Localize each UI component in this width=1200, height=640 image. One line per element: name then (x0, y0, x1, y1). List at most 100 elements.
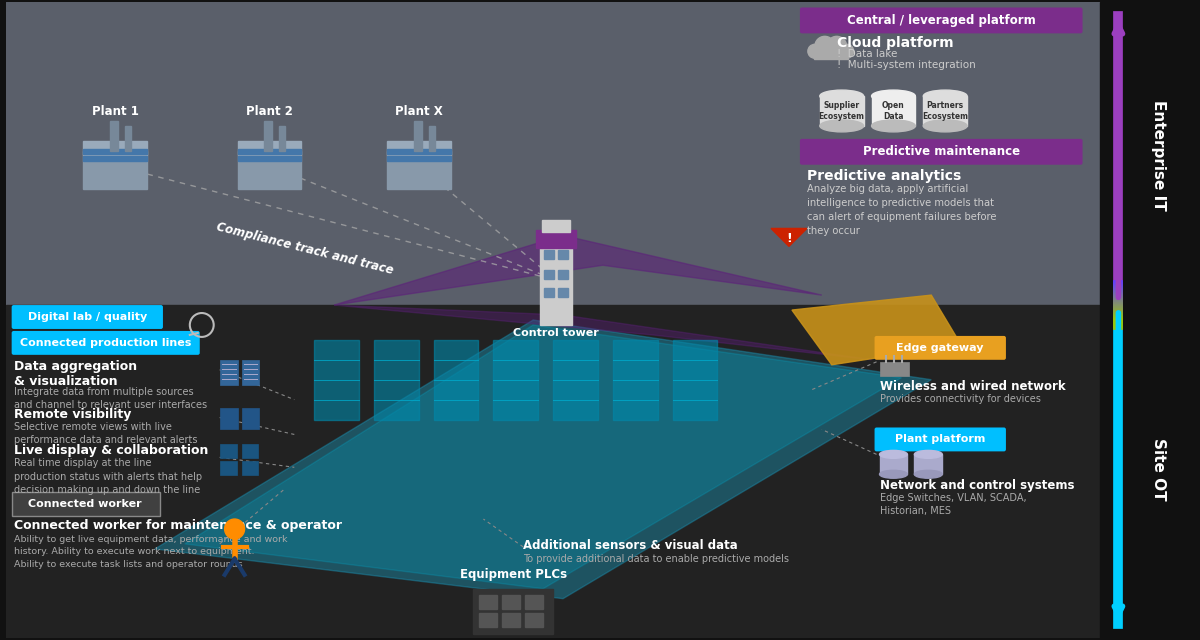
Bar (536, 230, 576, 248)
Circle shape (815, 36, 835, 56)
Bar (553, 340, 598, 420)
Bar (386, 149, 450, 154)
Bar (544, 288, 554, 297)
FancyBboxPatch shape (800, 8, 1082, 33)
Bar (880, 454, 907, 474)
Polygon shape (772, 228, 806, 246)
Bar (923, 96, 967, 126)
Text: Analyze big data, apply artificial
intelligence to predictive models that
can al: Analyze big data, apply artificial intel… (806, 184, 996, 236)
FancyBboxPatch shape (12, 331, 199, 355)
Polygon shape (155, 320, 931, 598)
Bar (558, 288, 568, 297)
Text: Supplier
Ecosystem: Supplier Ecosystem (818, 101, 865, 121)
Bar (558, 250, 568, 259)
Bar (914, 454, 942, 474)
Bar (110, 121, 118, 151)
Ellipse shape (820, 90, 864, 102)
Bar (493, 340, 538, 420)
Bar (558, 270, 568, 279)
Ellipse shape (914, 470, 942, 478)
Bar (83, 156, 148, 161)
Ellipse shape (914, 451, 942, 458)
Polygon shape (792, 295, 961, 365)
Bar (503, 595, 521, 609)
Text: Wireless and wired network: Wireless and wired network (880, 380, 1066, 393)
Ellipse shape (880, 451, 907, 458)
Bar (241, 444, 258, 458)
Bar (480, 612, 497, 627)
Text: Digital lab / quality: Digital lab / quality (28, 312, 146, 322)
Text: Edge Switches, VLAN, SCADA,
Historian, MES: Edge Switches, VLAN, SCADA, Historian, M… (880, 493, 1026, 516)
Bar (386, 156, 450, 161)
Bar (238, 151, 301, 189)
Text: Connected worker: Connected worker (29, 499, 142, 509)
Text: Remote visibility: Remote visibility (13, 408, 131, 420)
Text: Enterprise IT: Enterprise IT (1151, 100, 1165, 211)
Text: !  Data lake: ! Data lake (836, 49, 898, 60)
Text: Provides connectivity for devices: Provides connectivity for devices (880, 394, 1040, 404)
Text: Compliance track and trace: Compliance track and trace (215, 220, 395, 276)
Bar (526, 595, 544, 609)
FancyBboxPatch shape (800, 139, 1082, 164)
Bar (1100, 1, 1200, 639)
Ellipse shape (871, 120, 916, 132)
Ellipse shape (820, 120, 864, 132)
Text: Data aggregation
& visualization: Data aggregation & visualization (13, 360, 137, 388)
Circle shape (827, 36, 847, 56)
Text: Real time display at the line
production status with alerts that help
decision m: Real time display at the line production… (13, 458, 202, 495)
Text: Plant X: Plant X (395, 105, 443, 118)
Bar (83, 141, 148, 155)
Ellipse shape (871, 90, 916, 102)
Bar (280, 126, 286, 151)
Bar (540, 241, 572, 325)
Polygon shape (334, 305, 871, 360)
Bar (125, 126, 131, 151)
Bar (414, 121, 421, 151)
Bar (83, 149, 148, 154)
Circle shape (808, 44, 822, 58)
Bar (474, 589, 553, 634)
FancyBboxPatch shape (875, 428, 1006, 451)
Bar (241, 408, 259, 429)
Text: Central / leveraged platform: Central / leveraged platform (847, 14, 1036, 27)
Bar (433, 340, 479, 420)
Bar (820, 96, 864, 126)
Bar (428, 126, 434, 151)
Bar (814, 51, 847, 60)
Text: Selective remote views with live
performance data and relevant alerts: Selective remote views with live perform… (13, 422, 197, 445)
Polygon shape (334, 236, 822, 305)
Bar (542, 220, 570, 232)
Text: Equipment PLCs: Equipment PLCs (460, 568, 566, 580)
Ellipse shape (923, 120, 967, 132)
Text: Live display & collaboration: Live display & collaboration (13, 444, 208, 458)
Bar (6, 1, 1100, 305)
Bar (238, 156, 301, 161)
Bar (526, 612, 544, 627)
Bar (220, 408, 238, 429)
Bar (220, 444, 236, 458)
Bar (220, 461, 236, 476)
Text: !  Multi-system integration: ! Multi-system integration (836, 60, 976, 70)
Bar (503, 612, 521, 627)
Text: Plant 1: Plant 1 (91, 105, 139, 118)
Text: Site OT: Site OT (1151, 438, 1165, 500)
Text: Predictive analytics: Predictive analytics (806, 169, 961, 183)
Ellipse shape (880, 470, 907, 478)
Bar (264, 121, 272, 151)
Text: Control tower: Control tower (514, 328, 599, 338)
Bar (672, 340, 718, 420)
Bar (871, 96, 916, 126)
Text: Predictive maintenance: Predictive maintenance (863, 145, 1020, 158)
Bar (238, 149, 301, 154)
Bar (314, 340, 359, 420)
Bar (480, 595, 497, 609)
FancyBboxPatch shape (12, 492, 160, 516)
FancyBboxPatch shape (12, 305, 163, 329)
Bar (241, 461, 258, 476)
Bar (544, 270, 554, 279)
Polygon shape (185, 325, 901, 589)
Text: Network and control systems: Network and control systems (880, 479, 1074, 492)
Text: Edge gateway: Edge gateway (896, 343, 984, 353)
Bar (613, 340, 658, 420)
Text: !: ! (786, 232, 792, 245)
